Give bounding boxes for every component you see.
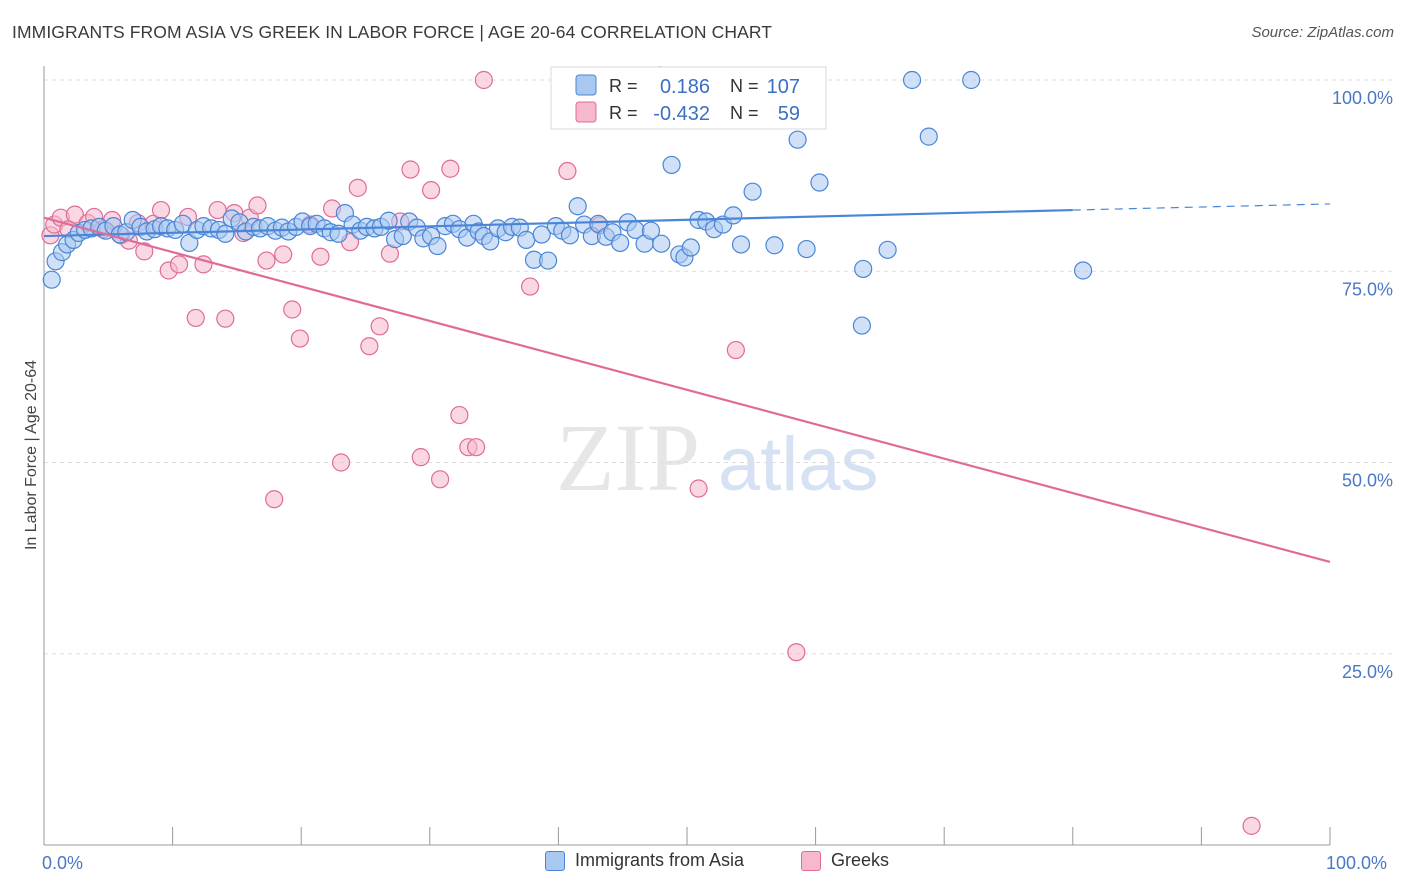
- legend-swatch-asia: [575, 74, 597, 96]
- legend-n-value-greeks: 59: [778, 103, 800, 125]
- asia-point-69: [517, 230, 536, 249]
- asia-point-104: [854, 259, 873, 279]
- asia-point-101: [797, 239, 816, 259]
- asia-point-71: [532, 225, 551, 244]
- greeks-point-50: [521, 277, 540, 296]
- asia-point-102: [810, 173, 829, 192]
- y-tick-label-25: 25.0%: [1342, 662, 1393, 682]
- asia-point-105: [878, 240, 897, 259]
- greeks-point-44: [430, 470, 450, 489]
- greeks-point-14: [151, 200, 171, 220]
- legend-item-asia: Immigrants from Asia: [545, 850, 744, 871]
- x-tick-label-max: 100.0%: [1326, 853, 1388, 873]
- greeks-point-34: [331, 453, 351, 472]
- legend-n-label-greeks: N =: [730, 103, 759, 123]
- asia-point-26: [216, 224, 235, 243]
- greeks-point-25: [248, 196, 267, 215]
- legend-bottom: Immigrants from Asia Greeks: [0, 850, 1406, 878]
- asia-point-103: [852, 316, 871, 335]
- asia-point-91: [681, 238, 700, 257]
- asia-point-108: [902, 70, 922, 90]
- series-asia-points: [42, 70, 1093, 335]
- asia-point-86: [641, 221, 661, 240]
- legend-r-label-greeks: R =: [609, 103, 638, 123]
- gridlines: [44, 79, 1392, 655]
- greeks-point-4: [65, 205, 84, 224]
- trend-line-asia-extension: [1072, 203, 1331, 211]
- legend-n-label-asia: N =: [730, 76, 759, 96]
- watermark-atlas: atlas: [718, 422, 879, 507]
- greeks-point-59: [1242, 816, 1261, 835]
- asia-point-100: [788, 130, 807, 149]
- trend-line-asia: [43, 208, 1073, 238]
- greeks-point-41: [401, 160, 420, 179]
- asia-point-88: [662, 155, 681, 175]
- greeks-point-38: [370, 317, 389, 336]
- asia-point-97: [731, 235, 751, 254]
- greeks-point-43: [421, 181, 441, 200]
- asia-point-98: [743, 182, 762, 201]
- asia-point-56: [428, 236, 447, 256]
- y-tick-label-50: 50.0%: [1342, 471, 1393, 491]
- greeks-point-28: [274, 245, 293, 264]
- trend-line-greeks: [43, 216, 1331, 564]
- asia-point-87: [652, 234, 671, 253]
- y-tick-label-100: 100.0%: [1332, 88, 1393, 108]
- asia-point-96: [724, 206, 743, 225]
- legend-swatch-greeks-bottom: [801, 850, 821, 871]
- legend-r-value-asia: 0.186: [660, 76, 710, 98]
- greeks-point-37: [360, 337, 379, 356]
- x-axis-ticks: [43, 827, 1331, 845]
- greeks-point-46: [450, 405, 469, 425]
- legend-r-label-asia: R =: [609, 76, 638, 96]
- y-tick-label-75: 75.0%: [1342, 279, 1393, 299]
- greeks-point-42: [411, 448, 430, 467]
- asia-point-49: [379, 211, 398, 230]
- chart-source: Source: ZipAtlas.com: [1251, 24, 1394, 41]
- asia-point-82: [611, 233, 630, 253]
- greeks-point-12: [135, 242, 154, 261]
- greeks-point-51: [558, 161, 577, 181]
- y-axis-label: In Labor Force | Age 20-64: [23, 360, 40, 550]
- greeks-point-49: [474, 70, 493, 90]
- greeks-point-58: [787, 643, 806, 662]
- legend-box: [550, 66, 827, 130]
- legend-item-greeks: Greeks: [801, 850, 889, 871]
- legend-r-value-greeks: -0.432: [653, 103, 710, 125]
- asia-point-109: [1073, 261, 1093, 280]
- asia-point-0: [42, 270, 61, 289]
- greeks-point-56: [726, 340, 745, 360]
- watermark: ZIP atlas: [556, 404, 879, 511]
- legend-swatch-greeks: [575, 101, 597, 123]
- asia-point-76: [568, 197, 587, 216]
- greeks-point-54: [689, 479, 708, 498]
- legend-swatch-asia-bottom: [545, 850, 565, 871]
- y-tick-labels: 100.0% 75.0% 50.0% 25.0%: [1332, 88, 1393, 682]
- greeks-point-18: [186, 308, 205, 328]
- legend-label-greeks: Greeks: [831, 850, 890, 870]
- greeks-point-16: [169, 255, 189, 274]
- legend-label-asia: Immigrants from Asia: [575, 850, 745, 870]
- watermark-zip: ZIP: [556, 404, 700, 511]
- asia-point-75: [560, 226, 580, 245]
- greeks-point-27: [265, 490, 284, 509]
- legend-top: R = 0.186 N = 107 R = -0.432 N = 59: [550, 66, 827, 130]
- greeks-point-30: [290, 329, 310, 348]
- greeks-point-32: [311, 247, 330, 266]
- greeks-point-29: [283, 300, 302, 319]
- chart-title: IMMIGRANTS FROM ASIA VS GREEK IN LABOR F…: [12, 22, 773, 42]
- greeks-point-48: [466, 438, 486, 457]
- greeks-point-45: [441, 159, 460, 178]
- trend-lines: [43, 203, 1331, 564]
- asia-point-72: [539, 251, 558, 270]
- x-tick-label-min: 0.0%: [42, 853, 84, 873]
- asia-point-99: [765, 236, 784, 255]
- asia-point-107: [962, 70, 981, 90]
- legend-n-value-asia: 107: [767, 76, 800, 98]
- greeks-point-21: [216, 309, 235, 328]
- greeks-point-26: [257, 251, 276, 270]
- greeks-point-36: [348, 178, 367, 197]
- asia-point-106: [919, 127, 938, 146]
